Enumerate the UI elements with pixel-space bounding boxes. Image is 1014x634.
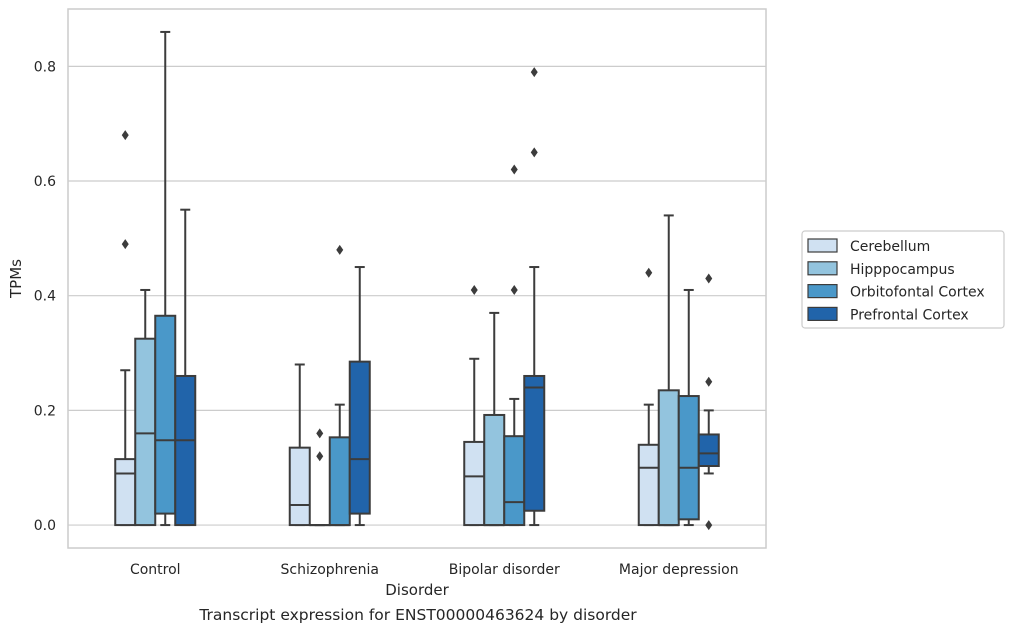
figure-caption: Transcript expression for ENST0000046362… xyxy=(199,606,637,624)
x-axis-label: Disorder xyxy=(385,581,449,599)
box-body xyxy=(348,360,371,515)
y-tick-label: 0.2 xyxy=(34,403,56,419)
box-2-0 xyxy=(463,284,486,527)
x-tick-label: Major depression xyxy=(619,562,739,578)
legend-label: Orbitofontal Cortex xyxy=(850,285,985,301)
legend-label: Cerebellum xyxy=(850,239,930,255)
legend-box xyxy=(801,230,1005,329)
outlier-point xyxy=(705,376,713,387)
box-1-1 xyxy=(308,428,331,527)
outlier-point xyxy=(510,164,518,175)
y-tick-label: 0.6 xyxy=(34,174,56,190)
box-2-1 xyxy=(483,311,506,527)
outlier-point xyxy=(530,67,538,78)
x-tick-label: Control xyxy=(130,562,181,578)
box-3-1 xyxy=(657,214,680,527)
outlier-point xyxy=(705,273,713,284)
outlier-point xyxy=(316,428,324,439)
box-body xyxy=(174,374,197,527)
outlier-point xyxy=(530,147,538,158)
box-body xyxy=(503,435,526,527)
outlier-point xyxy=(470,284,478,295)
box-0-0 xyxy=(114,130,137,527)
y-tick-labels: 0.0 0.2 0.4 0.6 0.8 xyxy=(34,59,56,534)
box-1-2 xyxy=(328,244,351,527)
box-3-3 xyxy=(697,273,720,531)
box-layer xyxy=(114,30,720,531)
box-body xyxy=(114,458,137,527)
y-tick-label: 0.4 xyxy=(34,289,56,305)
box-body xyxy=(463,440,486,527)
box-1-0 xyxy=(288,363,311,527)
outlier-point xyxy=(316,451,324,462)
x-tick-labels: Control Schizophrenia Bipolar disorder Majo… xyxy=(130,562,739,578)
box-body xyxy=(483,413,506,527)
box-body xyxy=(697,433,720,468)
legend-label: Prefrontal Cortex xyxy=(850,307,969,323)
x-tick-label: Bipolar disorder xyxy=(449,562,560,578)
outlier-point xyxy=(121,239,129,250)
outlier-point xyxy=(336,244,344,255)
y-tick-label: 0.8 xyxy=(34,59,56,75)
box-body xyxy=(134,337,157,527)
legend-swatch xyxy=(807,284,838,299)
y-axis-label: TPMs xyxy=(7,259,25,299)
outlier-point xyxy=(121,130,129,141)
legend-label: Hipppocampus xyxy=(850,262,955,278)
box-body xyxy=(523,374,546,512)
box-0-1 xyxy=(134,288,157,527)
legend: Cerebellum Hipppocampus Orbitofontal Corte… xyxy=(801,230,1005,329)
box-2-2 xyxy=(503,164,526,527)
box-body xyxy=(154,314,177,515)
box-1-3 xyxy=(348,266,371,527)
legend-swatch xyxy=(807,238,838,253)
legend-swatch xyxy=(807,261,838,276)
box-3-2 xyxy=(677,288,700,527)
box-body xyxy=(637,443,660,527)
box-body xyxy=(677,395,700,521)
box-2-3 xyxy=(523,67,546,527)
box-body xyxy=(288,446,311,527)
x-tick-label: Schizophrenia xyxy=(281,562,379,578)
plot-frame xyxy=(67,8,767,549)
box-0-2 xyxy=(154,30,177,527)
box-body xyxy=(657,389,680,527)
outlier-point xyxy=(645,267,653,278)
outlier-point xyxy=(705,520,713,531)
y-tick-label: 0.0 xyxy=(34,518,56,534)
box-body xyxy=(328,436,351,527)
legend-swatch xyxy=(807,306,838,321)
box-3-0 xyxy=(637,267,660,527)
outlier-point xyxy=(510,284,518,295)
box-0-3 xyxy=(174,208,197,527)
